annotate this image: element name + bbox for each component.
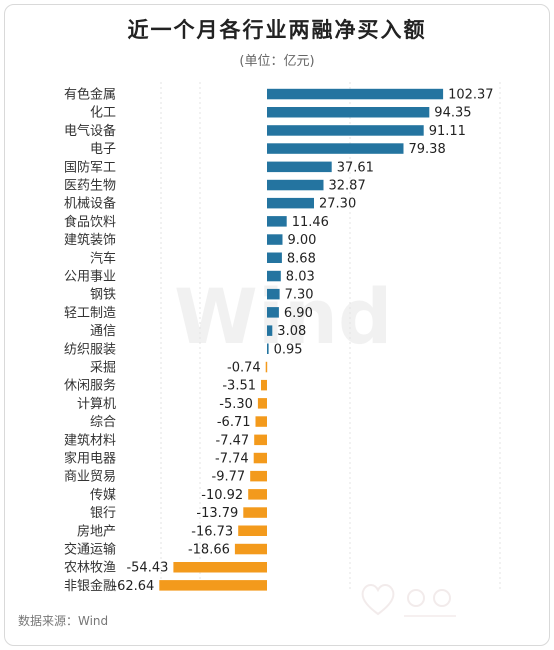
bar-23: [243, 507, 267, 518]
bar-7: [267, 216, 287, 227]
value-label: -13.79: [196, 506, 238, 521]
value-label: 6.90: [284, 306, 313, 321]
bar-18: [255, 416, 267, 427]
value-label: 79.38: [409, 142, 446, 157]
category-label: 农林牧渔: [64, 561, 116, 576]
bar-27: [159, 580, 267, 591]
bar-0: [267, 88, 444, 100]
category-label: 医药生物: [64, 179, 116, 194]
value-label: 102.37: [448, 88, 494, 103]
value-label: 9.00: [288, 233, 317, 248]
category-label: 银行: [90, 506, 116, 521]
value-label: 0.95: [274, 342, 303, 357]
bar-17: [257, 398, 267, 409]
value-label: -10.92: [201, 488, 243, 503]
bar-24: [238, 525, 267, 536]
bar-13: [267, 325, 273, 336]
bar-8: [267, 234, 283, 245]
category-label: 综合: [90, 415, 116, 430]
value-label: 27.30: [319, 197, 356, 212]
category-label: 电子: [90, 142, 116, 157]
category-label: 轻工制造: [64, 306, 116, 321]
value-label: -16.73: [191, 524, 233, 539]
category-label: 化工: [90, 106, 116, 121]
bar-2: [267, 125, 424, 136]
value-label: -7.74: [215, 452, 249, 467]
bar-3: [267, 143, 404, 154]
category-label: 交通运输: [64, 542, 116, 558]
value-label: 7.30: [285, 288, 314, 303]
category-label: 传媒: [90, 488, 116, 503]
value-label: -6.71: [217, 415, 251, 430]
bar-4: [267, 161, 332, 173]
category-label: 建筑装饰: [64, 232, 116, 248]
bar-5: [267, 179, 324, 191]
category-label: 有色金属: [64, 87, 116, 103]
value-label: -9.77: [212, 470, 246, 485]
category-label: 通信: [90, 324, 116, 339]
category-label: 公用事业: [64, 270, 116, 285]
value-label: 94.35: [434, 106, 471, 121]
category-label: 纺织服装: [64, 342, 116, 357]
bar-14: [267, 343, 269, 354]
chart-title: 近一个月各行业两融净买入额: [127, 18, 427, 42]
value-label: -5.30: [219, 397, 253, 412]
bar-20: [253, 452, 267, 464]
category-label: 家用电器: [64, 451, 116, 467]
value-label: -54.43: [126, 561, 168, 576]
bar-16: [261, 379, 267, 391]
value-label: 8.03: [286, 270, 315, 285]
category-label: 汽车: [90, 250, 116, 266]
category-label: 房地产: [77, 523, 116, 539]
value-label: 3.08: [277, 324, 306, 339]
value-label: 91.11: [429, 124, 466, 139]
bar-26: [173, 562, 267, 573]
value-label: -0.74: [227, 361, 261, 376]
category-label: 计算机: [77, 397, 116, 412]
category-label: 建筑材料: [64, 432, 116, 448]
bar-15: [265, 361, 268, 373]
bar-25: [234, 543, 267, 555]
value-label: 8.68: [287, 251, 316, 266]
bar-10: [267, 270, 281, 282]
category-label: 食品饮料: [64, 214, 116, 230]
bar-19: [254, 434, 267, 446]
bar-12: [267, 307, 279, 318]
data-source: 数据来源：Wind: [18, 614, 109, 628]
category-label: 机械设备: [64, 196, 116, 212]
category-label: 休闲服务: [64, 378, 116, 394]
category-label: 采掘: [90, 361, 116, 376]
value-label: -3.51: [222, 379, 256, 394]
category-label: 钢铁: [90, 288, 116, 303]
bar-21: [250, 470, 267, 482]
value-label: -62.64: [112, 579, 154, 594]
value-label: 37.61: [337, 160, 374, 175]
category-label: 商业贸易: [64, 470, 116, 485]
bar-22: [248, 489, 267, 500]
value-label: 32.87: [329, 179, 366, 194]
category-label: 非银金融: [64, 578, 116, 594]
bar-9: [267, 252, 282, 263]
bar-11: [267, 288, 280, 300]
value-label: -7.47: [216, 433, 250, 448]
value-label: 11.46: [292, 215, 329, 230]
bar-6: [267, 197, 314, 209]
heart-logo-icon: [361, 584, 456, 617]
bar-1: [267, 107, 430, 118]
category-label: 电气设备: [64, 123, 116, 139]
wind-watermark: Wind: [174, 272, 393, 361]
category-label: 国防军工: [64, 159, 116, 175]
value-label: -18.66: [188, 543, 230, 558]
chart-subtitle: (单位：亿元): [239, 54, 315, 69]
